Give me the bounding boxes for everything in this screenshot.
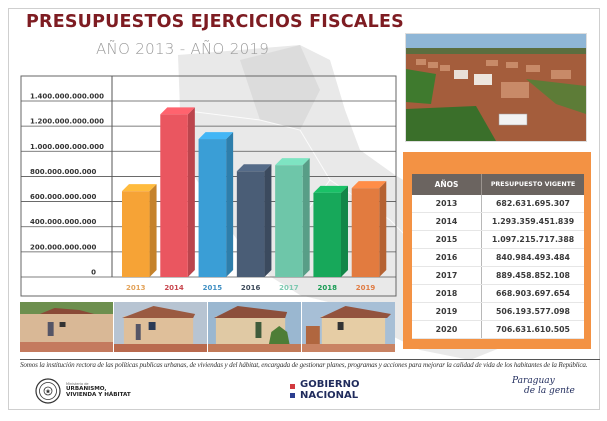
table-row: 2019 506.193.577.098 — [412, 302, 584, 321]
page-title: PRESUPUESTOS EJERCICIOS FISCALES — [26, 12, 404, 32]
year-cell: 2018 — [412, 284, 482, 303]
table-row: 2018 668.903.697.654 — [412, 284, 584, 303]
budget-table: AÑOS PRESUPUESTO VIGENTE 2013 682.631.695… — [412, 174, 584, 339]
y-tick-label: 1.400.000.000.000 — [30, 93, 104, 101]
bar-top — [313, 185, 348, 193]
y-tick-label: 0 — [91, 269, 96, 277]
housing-aerial-photo — [405, 33, 587, 142]
bar — [351, 181, 387, 277]
table-row: 2017 889.458.852.108 — [412, 266, 584, 285]
x-tick-label: 2013 — [126, 284, 146, 292]
bar-front — [351, 188, 380, 277]
bar-side — [340, 185, 348, 277]
bar-front — [275, 165, 303, 277]
bar-front — [160, 114, 188, 277]
table-row: 2014 1.293.359.451.839 — [412, 212, 584, 231]
bar-front — [313, 192, 341, 277]
year-cell: 2016 — [412, 248, 482, 267]
bar — [198, 132, 234, 277]
table-row: 2013 682.631.695.307 — [412, 195, 584, 213]
year-cell: 2015 — [412, 230, 482, 249]
national-seal-icon — [35, 378, 61, 404]
bar — [275, 158, 310, 277]
gobierno-line1: GOBIERNO — [300, 379, 360, 390]
table-header-row: AÑOS PRESUPUESTO VIGENTE — [412, 174, 584, 195]
footer-divider — [20, 359, 600, 360]
bar-side — [226, 132, 234, 277]
year-cell: 2019 — [412, 302, 482, 321]
bar-top — [275, 158, 310, 166]
budget-table-panel: AÑOS PRESUPUESTO VIGENTE 2013 682.631.695… — [403, 152, 591, 349]
gobierno-nacional-logo: GOBIERNO NACIONAL — [290, 379, 360, 401]
budget-cell: 668.903.697.654 — [481, 284, 584, 303]
x-tick-label: 2019 — [356, 284, 376, 292]
bar — [122, 184, 157, 277]
red-square-icon — [290, 383, 295, 389]
table-row: 2015 1.097.215.717.388 — [412, 230, 584, 249]
y-tick-label: 400.000.000.000 — [30, 218, 97, 226]
bar-top — [122, 184, 157, 192]
gobierno-line2: NACIONAL — [300, 389, 359, 401]
bar-top — [198, 132, 234, 140]
blue-square-icon — [290, 392, 295, 398]
x-tick-label: 2016 — [241, 284, 261, 292]
ministry-name-line1: URBANISMO, — [66, 385, 107, 392]
budget-cell: 1.293.359.451.839 — [481, 212, 584, 231]
y-tick-label: 800.000.000.000 — [30, 168, 97, 176]
institution-tagline: Somos la institución rectora de las polí… — [20, 361, 588, 369]
budget-cell: 706.631.610.505 — [481, 320, 584, 339]
bar — [236, 164, 272, 277]
bar — [313, 185, 348, 277]
table-row: 2020 706.631.610.505 — [412, 320, 584, 339]
budget-cell: 840.984.493.484 — [481, 248, 584, 267]
bar-top — [236, 164, 272, 172]
x-tick-label: 2017 — [279, 284, 299, 292]
x-tick-label: 2018 — [317, 284, 337, 292]
x-tick-label: 2015 — [203, 284, 223, 292]
slogan-line2: de la gente — [524, 386, 575, 397]
house-photo — [114, 302, 207, 352]
y-tick-label: 1.200.000.000.000 — [30, 118, 104, 126]
column-header-years: AÑOS — [412, 174, 482, 195]
bar-side — [149, 184, 157, 277]
y-tick-label: 200.000.000.000 — [30, 243, 97, 251]
year-cell: 2014 — [412, 212, 482, 231]
bar-front — [198, 139, 227, 277]
ministry-prefix: Ministerio de — [66, 382, 89, 387]
budget-cell: 682.631.695.307 — [481, 195, 584, 213]
house-photo-strip — [20, 302, 396, 352]
chart-border — [20, 75, 397, 297]
y-tick-label: 1.000.000.000.000 — [30, 143, 104, 151]
y-tick-label: 600.000.000.000 — [30, 193, 97, 201]
ministry-name-line2: VIVIENDA Y HÁBITAT — [66, 391, 131, 398]
x-tick-label: 2014 — [164, 284, 184, 292]
slogan-line1: Paraguay — [512, 376, 555, 386]
budget-cell: 506.193.577.098 — [481, 302, 584, 321]
year-cell: 2020 — [412, 320, 482, 339]
bar-side — [264, 164, 272, 277]
budget-cell: 889.458.852.108 — [481, 266, 584, 285]
budget-cell: 1.097.215.717.388 — [481, 230, 584, 249]
house-photo — [302, 302, 395, 352]
column-header-budget: PRESUPUESTO VIGENTE — [481, 174, 584, 195]
paraguay-de-la-gente-logo: Paraguay de la gente — [512, 376, 575, 397]
bar — [160, 107, 195, 277]
bar-front — [236, 171, 265, 277]
bar-side — [379, 181, 387, 277]
bar-front — [122, 191, 150, 277]
house-photo — [20, 302, 113, 352]
ministry-logo: Ministerio de URBANISMO, VIVIENDA Y HÁBI… — [35, 378, 131, 404]
bar-side — [187, 107, 195, 277]
bar-top — [160, 107, 195, 115]
year-cell: 2013 — [412, 195, 482, 213]
house-photo — [208, 302, 301, 352]
table-row: 2016 840.984.493.484 — [412, 248, 584, 267]
page-subtitle: AÑO 2013 - AÑO 2019 — [96, 40, 270, 58]
year-cell: 2017 — [412, 266, 482, 285]
bar-side — [302, 158, 310, 277]
bar-top — [351, 181, 387, 189]
